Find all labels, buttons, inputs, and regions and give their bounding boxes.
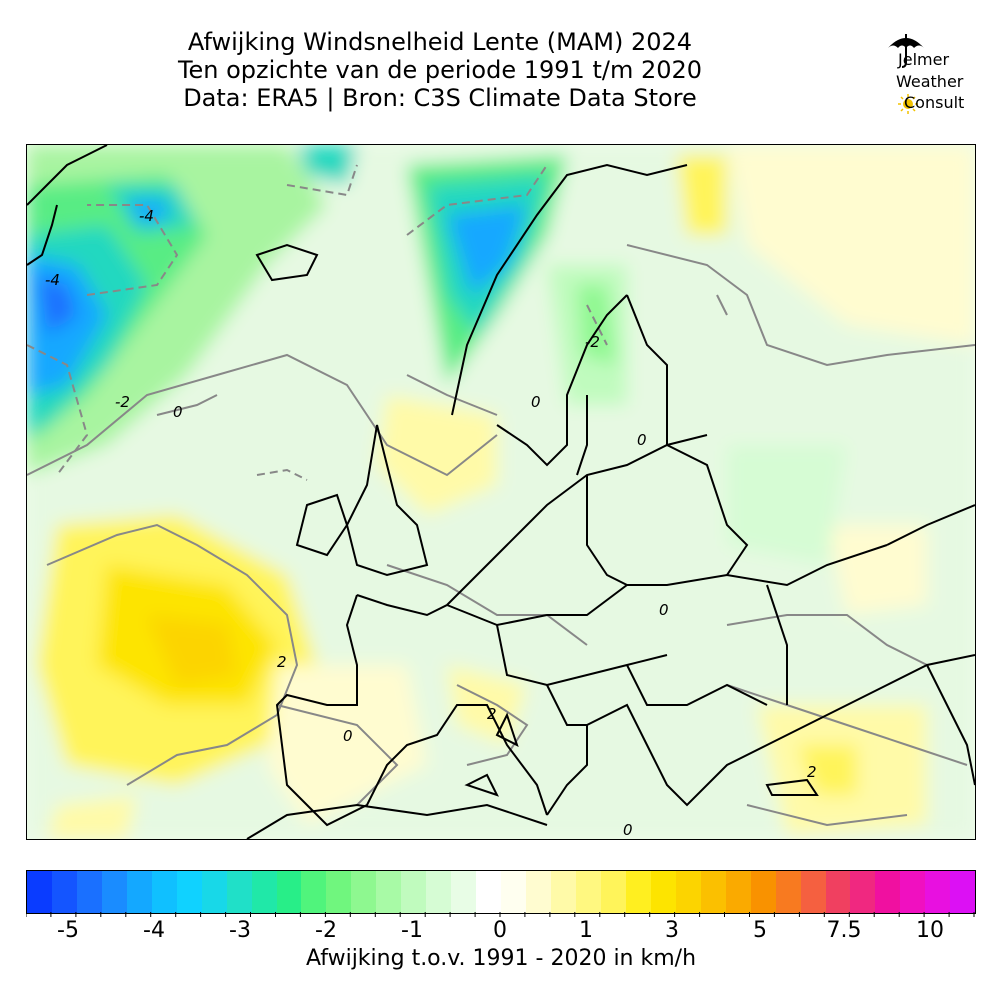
color-scale-swatch xyxy=(950,871,976,913)
color-scale-swatch xyxy=(301,871,327,913)
contour-label: -2 xyxy=(585,333,600,351)
color-scale-swatch xyxy=(800,871,826,913)
color-scale-swatch xyxy=(51,871,77,913)
title-line-3: Data: ERA5 | Bron: C3S Climate Data Stor… xyxy=(183,84,697,112)
title-line-2: Ten opzichte van de periode 1991 t/m 202… xyxy=(177,56,703,84)
contour-label: -4 xyxy=(139,207,154,225)
map-title: Afwijking Windsnelheid Lente (MAM) 2024 … xyxy=(140,28,740,112)
title-line-1: Afwijking Windsnelheid Lente (MAM) 2024 xyxy=(187,28,693,56)
color-scale-swatch xyxy=(900,871,926,913)
color-scale-swatch xyxy=(850,871,876,913)
color-scale-swatch xyxy=(27,871,52,913)
color-scale-swatch xyxy=(725,871,751,913)
color-scale-swatch xyxy=(426,871,452,913)
contour-label-group: -4 -4 -2 0 2 -2 0 0 0 2 2 0 0 xyxy=(45,207,817,839)
color-scale-swatch xyxy=(276,871,302,913)
color-scale-tick-label: 3 xyxy=(665,918,679,943)
color-scale-tick-label: 1 xyxy=(579,918,593,943)
color-scale-tick-label: -5 xyxy=(57,918,79,943)
color-scale-swatch xyxy=(101,871,127,913)
color-scale-swatch xyxy=(126,871,152,913)
umbrella-icon xyxy=(888,34,924,68)
sun-icon xyxy=(898,94,918,114)
color-scale-swatch xyxy=(775,871,801,913)
logo-line-2: Weather xyxy=(896,72,964,91)
color-scale-swatch xyxy=(600,871,626,913)
contour-label: 0 xyxy=(623,821,633,839)
color-scale-swatch xyxy=(476,871,502,913)
coastlines xyxy=(27,145,975,839)
color-scale-title: Afwijking t.o.v. 1991 - 2020 in km/h xyxy=(305,946,697,971)
contour-label: 0 xyxy=(173,403,183,421)
color-scale-swatch xyxy=(551,871,576,913)
color-scale-swatch xyxy=(925,871,951,913)
color-scale-tick-label: 10 xyxy=(916,918,944,943)
color-scale-labels: -5 -4 -3 -2 -1 0 1 3 5 7.5 10 xyxy=(26,918,976,946)
color-scale-swatch xyxy=(825,871,851,913)
brand-logo: Jelmer Weather Consult xyxy=(880,30,980,120)
color-scale-tick-label: -2 xyxy=(315,918,337,943)
color-scale-swatch xyxy=(650,871,676,913)
contour-label: 0 xyxy=(659,601,669,619)
color-scale-tick-label: 7.5 xyxy=(826,918,862,943)
color-scale-swatch xyxy=(700,871,726,913)
color-scale-tick-label: 0 xyxy=(493,918,507,943)
color-scale-swatch xyxy=(526,871,552,913)
logo-line-1: Jelmer xyxy=(898,50,950,69)
color-scale-swatch xyxy=(376,871,402,913)
color-scale-ticks xyxy=(26,912,976,922)
color-scale-swatch xyxy=(176,871,202,913)
color-scale-swatch xyxy=(76,871,102,913)
anomaly-map: -4 -4 -2 0 2 -2 0 0 0 2 2 0 0 xyxy=(26,144,976,840)
contour-lines xyxy=(27,244,975,827)
color-scale-swatch xyxy=(401,871,427,913)
color-scale-tick-label: -1 xyxy=(401,918,423,943)
contour-label: 0 xyxy=(531,393,541,411)
color-scale-swatch xyxy=(675,871,701,913)
color-scale-swatch xyxy=(750,871,776,913)
color-scale-swatch xyxy=(351,871,377,913)
color-scale-tick-label: -3 xyxy=(229,918,251,943)
contour-label: 0 xyxy=(343,727,353,745)
color-scale-swatch xyxy=(501,871,527,913)
anomaly-field xyxy=(27,145,975,839)
color-scale-swatch xyxy=(875,871,901,913)
contour-label: 2 xyxy=(277,653,287,671)
color-scale-swatch xyxy=(326,871,352,913)
color-scale-swatch xyxy=(201,871,227,913)
logo-line-3: Consult xyxy=(904,93,965,112)
contour-label: -4 xyxy=(45,271,60,289)
map-canvas: -4 -4 -2 0 2 -2 0 0 0 2 2 0 0 xyxy=(27,145,975,839)
color-scale-tick-label: 5 xyxy=(753,918,767,943)
color-scale-swatch xyxy=(251,871,277,913)
contour-label: 0 xyxy=(637,431,647,449)
contour-label: -2 xyxy=(115,393,130,411)
color-scale-swatch xyxy=(625,871,651,913)
color-scale-swatch xyxy=(575,871,601,913)
color-scale-swatch xyxy=(151,871,177,913)
color-scale-bar xyxy=(26,870,976,914)
contour-lines-negative xyxy=(27,164,608,481)
contour-label: 2 xyxy=(807,763,817,781)
contour-label: 2 xyxy=(487,705,497,723)
color-scale-swatch xyxy=(451,871,477,913)
color-scale-swatch xyxy=(226,871,252,913)
color-scale-tick-label: -4 xyxy=(143,918,165,943)
